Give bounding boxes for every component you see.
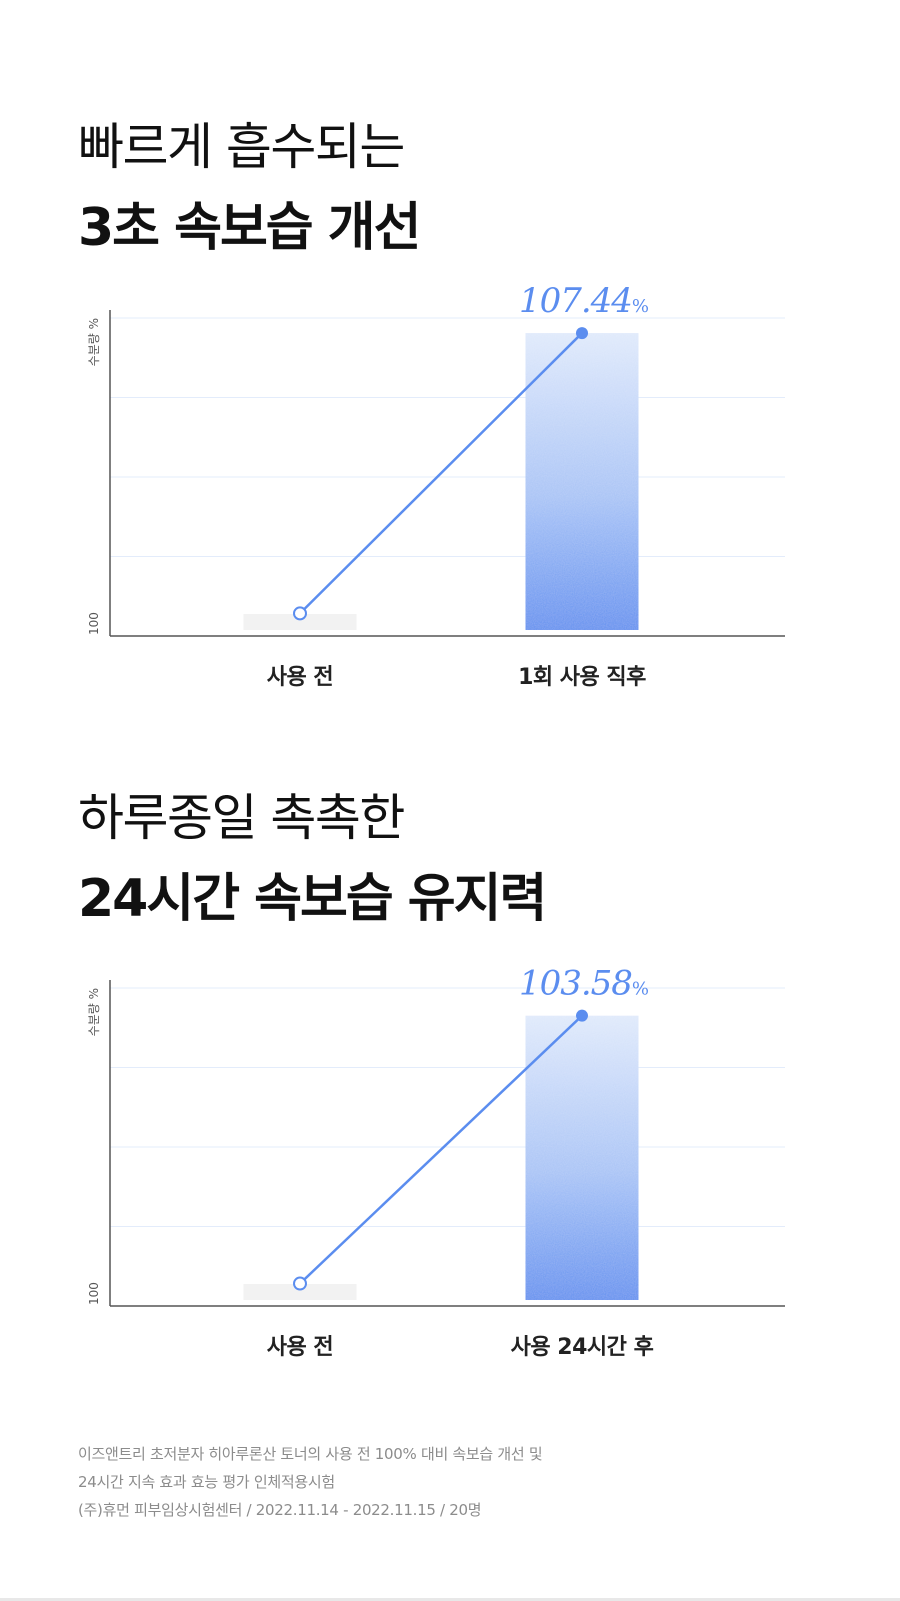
- point-before: [293, 1276, 307, 1291]
- moisture-chart-24h: 수분량 % 100 사용 전 사용 24시간 후 103.58%: [87, 964, 785, 1360]
- section1-heading: 빠르게 흡수되는 3초 속보습 개선: [78, 118, 421, 258]
- bar-before: [243, 614, 357, 630]
- bar-after: [525, 333, 639, 630]
- bar-before: [243, 1284, 357, 1300]
- value-label: 103.58%: [519, 964, 649, 1004]
- footnote-line1: 이즈앤트리 초저분자 히아루론산 토너의 사용 전 100% 대비 속보습 개선…: [78, 1445, 543, 1463]
- category-label: 1회 사용 직후: [518, 665, 646, 690]
- trend-line: [299, 332, 583, 615]
- y-axis-label: 수분량 %: [87, 988, 101, 1036]
- category-label: 사용 전: [267, 665, 333, 690]
- point-after: [576, 327, 588, 340]
- section2-heading: 하루종일 촉촉한 24시간 속보습 유지력: [78, 789, 547, 929]
- point-before: [293, 606, 307, 621]
- value-unit: %: [632, 296, 649, 317]
- section1-title-line2: 3초 속보습 개선: [78, 198, 421, 258]
- section2-title-line2: 24시간 속보습 유지력: [78, 869, 547, 929]
- moisture-chart-immediate: 수분량 % 100 사용 전 1회 사용 직후 107.44%: [87, 281, 785, 690]
- value-number: 107.44: [519, 281, 632, 321]
- section1-title-line1: 빠르게 흡수되는: [78, 118, 405, 176]
- study-footnote: 이즈앤트리 초저분자 히아루론산 토너의 사용 전 100% 대비 속보습 개선…: [78, 1440, 543, 1524]
- footnote-line2: 24시간 지속 효과 효능 평가 인체적용시험: [78, 1473, 335, 1491]
- y-tick-label: 100: [87, 612, 101, 635]
- category-label: 사용 24시간 후: [511, 1335, 654, 1360]
- bar-after: [525, 1015, 639, 1300]
- y-tick-label: 100: [87, 1282, 101, 1305]
- y-axis-label: 수분량 %: [87, 318, 101, 366]
- point-after: [576, 1009, 588, 1022]
- footnote-line3: (주)휴먼 피부임상시험센터 / 2022.11.14 - 2022.11.15…: [78, 1501, 482, 1519]
- value-number: 103.58: [519, 964, 632, 1004]
- section2-title-line1: 하루종일 촉촉한: [78, 789, 405, 847]
- category-label: 사용 전: [267, 1335, 333, 1360]
- trend-line: [299, 1014, 583, 1285]
- bottom-divider: [0, 1598, 900, 1601]
- value-label: 107.44%: [519, 281, 649, 321]
- value-unit: %: [632, 979, 649, 1000]
